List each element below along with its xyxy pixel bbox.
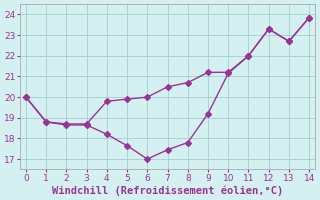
X-axis label: Windchill (Refroidissement éolien,°C): Windchill (Refroidissement éolien,°C)	[52, 185, 283, 196]
